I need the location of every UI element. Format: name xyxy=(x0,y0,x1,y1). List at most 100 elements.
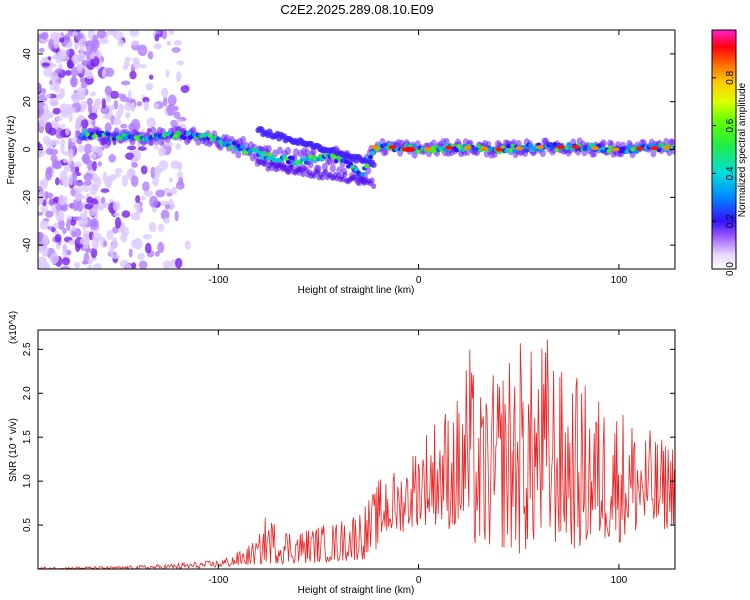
noise-cell xyxy=(131,262,137,269)
noise-cell xyxy=(82,225,87,232)
noise-cell xyxy=(47,225,53,231)
noise-cell xyxy=(41,62,51,67)
noise-cell xyxy=(143,100,150,111)
noise-cell xyxy=(48,148,59,155)
noise-cell xyxy=(40,88,47,95)
noise-cell xyxy=(55,210,65,222)
ridge-halo-cell xyxy=(272,149,279,158)
colorbar-label: Normalized spectral amplitude xyxy=(737,82,748,217)
noise-cell xyxy=(91,34,99,47)
noise-cell xyxy=(148,74,154,80)
noise-cell xyxy=(171,47,181,53)
noise-cell xyxy=(92,204,97,212)
ridge-cell xyxy=(203,132,209,137)
ridge-cell xyxy=(331,154,337,160)
noise-cell xyxy=(50,32,60,41)
noise-cell xyxy=(38,231,43,243)
ridge-cell xyxy=(524,148,530,153)
noise-cell xyxy=(40,204,49,213)
ridge-hotspot xyxy=(388,145,397,150)
ridge-cell xyxy=(626,144,632,150)
noise-cell xyxy=(45,210,54,218)
ridge-halo-cell xyxy=(329,164,336,173)
noise-cell xyxy=(153,43,162,50)
noise-cell xyxy=(117,39,125,47)
ridge-cell xyxy=(185,130,191,136)
ridge-cell xyxy=(432,149,438,154)
noise-cell xyxy=(65,127,70,136)
noise-cell xyxy=(66,160,72,165)
noise-cell xyxy=(124,152,135,160)
ridge-halo-cell xyxy=(293,148,300,157)
ridge-cell xyxy=(105,131,111,137)
noise-cell xyxy=(121,210,131,218)
noise-cell xyxy=(60,265,71,269)
noise-cell xyxy=(173,111,181,119)
noise-cell xyxy=(43,67,51,77)
noise-cell xyxy=(142,233,152,240)
noise-cell xyxy=(112,201,121,212)
noise-cell xyxy=(43,108,51,121)
ridge-hotspot xyxy=(495,147,504,152)
branch-cell xyxy=(330,146,337,153)
noise-cell xyxy=(88,112,98,120)
top-x-tick-label: -100 xyxy=(208,275,228,286)
noise-cell xyxy=(108,104,115,111)
noise-cell xyxy=(50,154,58,163)
noise-cell xyxy=(76,181,85,187)
noise-cell xyxy=(65,49,71,56)
noise-cell xyxy=(137,44,148,57)
noise-cell xyxy=(62,176,70,188)
noise-cell xyxy=(117,93,126,99)
noise-cell xyxy=(171,186,178,195)
spectrogram-heatmap xyxy=(38,30,675,269)
noise-cell xyxy=(41,245,49,257)
noise-cell xyxy=(104,122,112,133)
noise-cell xyxy=(176,60,184,66)
noise-cell xyxy=(52,107,61,115)
ridge-cell xyxy=(522,144,528,150)
noise-cell xyxy=(38,148,46,157)
noise-cell xyxy=(68,174,74,186)
noise-cell xyxy=(54,94,64,100)
noise-cell xyxy=(100,202,110,208)
noise-cell xyxy=(83,143,93,155)
ridge-hotspot xyxy=(556,145,565,150)
top-y-tick-label: -40 xyxy=(22,237,33,252)
noise-cell xyxy=(60,143,65,154)
noise-cell xyxy=(158,146,167,157)
noise-cell xyxy=(128,248,133,258)
noise-cell xyxy=(81,153,90,164)
noise-cell xyxy=(74,186,84,193)
ridge-cell xyxy=(454,148,460,153)
bottom-y-tick-label: 0.5 xyxy=(22,518,33,532)
ridge-cell xyxy=(267,152,273,157)
noise-cell xyxy=(80,101,88,109)
noise-cell xyxy=(77,115,86,121)
noise-cell xyxy=(76,63,83,74)
noise-cell xyxy=(168,177,174,183)
noise-cell xyxy=(131,162,138,168)
noise-cell xyxy=(85,60,91,66)
noise-cell xyxy=(132,57,140,65)
noise-cell xyxy=(144,190,154,197)
top-x-tick-label: 0 xyxy=(416,275,422,286)
noise-cell xyxy=(157,241,165,254)
ridge-halo-cell xyxy=(430,139,437,148)
ridge-cell xyxy=(368,155,374,160)
noise-cell xyxy=(122,64,129,70)
noise-cell xyxy=(162,96,168,107)
noise-cell xyxy=(49,97,59,107)
ridge-hotspot xyxy=(590,146,599,151)
noise-cell xyxy=(83,172,93,181)
noise-cell xyxy=(51,160,60,169)
ridge-cell xyxy=(606,148,612,154)
noise-cell xyxy=(79,77,87,84)
noise-cell xyxy=(78,51,85,61)
noise-cell xyxy=(114,216,122,229)
noise-cell xyxy=(97,161,102,167)
ridge-cell xyxy=(504,148,510,154)
noise-cell xyxy=(149,195,159,208)
noise-cell xyxy=(84,40,91,47)
